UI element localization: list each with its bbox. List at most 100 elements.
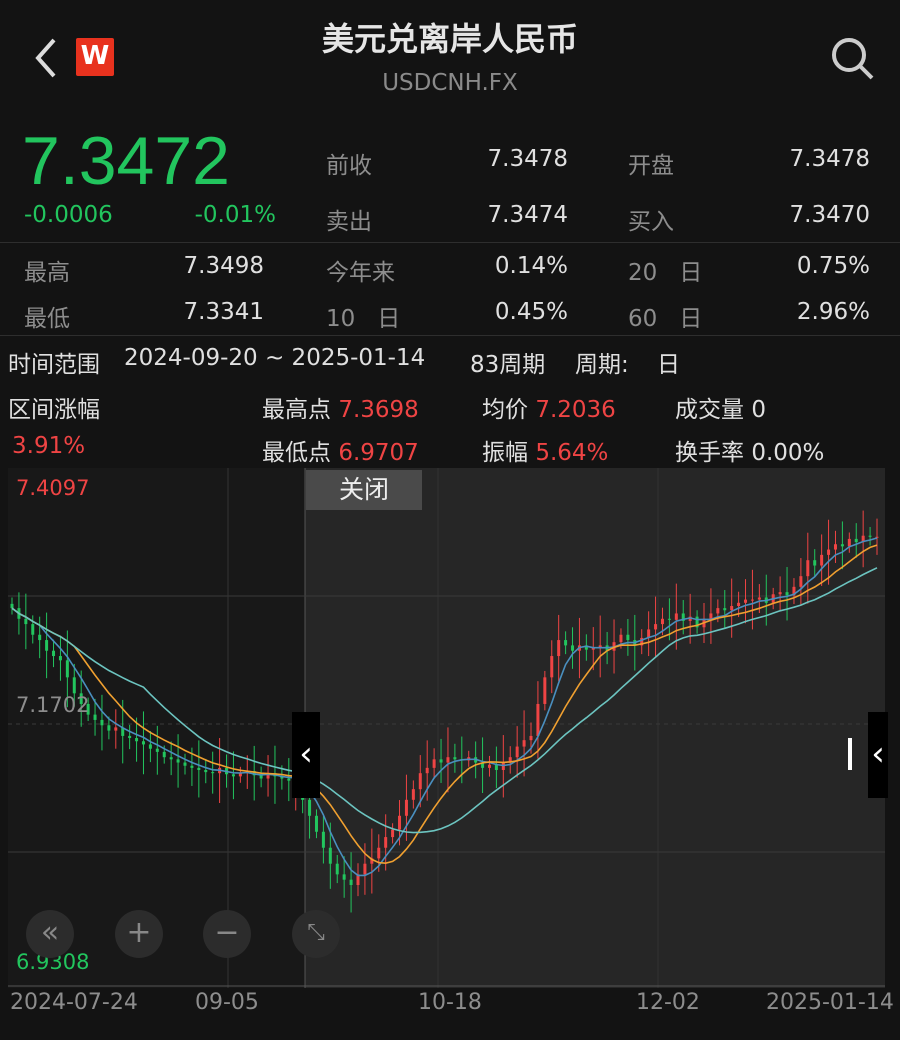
label-prev-close: 前收 xyxy=(326,153,372,179)
candle-body xyxy=(183,762,187,766)
candle-body xyxy=(100,719,104,726)
candle-body xyxy=(190,765,194,768)
candle-body xyxy=(785,592,789,596)
candle-body xyxy=(564,640,568,646)
candle-body xyxy=(114,727,118,731)
candle-body xyxy=(591,647,595,650)
candle-body xyxy=(398,815,402,830)
y-max-label: 7.4097 xyxy=(16,476,90,500)
volume-value: 0 xyxy=(751,397,766,423)
candle-body xyxy=(598,645,602,648)
candle-body xyxy=(155,748,159,752)
candle-body xyxy=(425,767,429,774)
amplitude-value: 5.64% xyxy=(535,440,609,466)
candle-body xyxy=(674,613,678,620)
stat-label: 最高 xyxy=(24,260,70,286)
ma20-line xyxy=(11,567,878,834)
candle-body xyxy=(24,618,28,625)
candle-body xyxy=(128,735,132,739)
candle-body xyxy=(391,829,395,838)
avg-value: 7.2036 xyxy=(535,397,616,423)
candle-body xyxy=(799,576,803,587)
candle-body xyxy=(695,616,699,628)
candle-body xyxy=(38,634,42,641)
candle-body xyxy=(31,624,35,635)
candle-body xyxy=(792,586,796,596)
label-open: 开盘 xyxy=(628,153,674,179)
candle-body xyxy=(384,837,388,848)
candle-body xyxy=(820,554,824,566)
candle-body xyxy=(349,879,353,886)
range-end-handle[interactable]: ‹ xyxy=(868,712,888,798)
fullscreen-icon[interactable]: ⤡ xyxy=(292,910,340,958)
candle-body xyxy=(744,599,748,603)
high-point-label: 最高点 xyxy=(262,397,331,423)
candle-body xyxy=(404,799,408,816)
stat-value: 0.75% xyxy=(796,253,870,279)
symbol: USDCNH.FX xyxy=(382,70,518,96)
x-tick-label: 09-05 xyxy=(195,990,259,1015)
candle-body xyxy=(681,613,685,621)
candle-body xyxy=(861,535,865,543)
candle-body xyxy=(757,597,761,600)
range-value[interactable]: 2024-09-20 ~ 2025-01-14 xyxy=(124,345,426,371)
low-point-value: 6.9707 xyxy=(338,440,419,466)
avg-label: 均价 xyxy=(482,397,528,423)
stat-value: 0.14% xyxy=(494,253,568,279)
divider xyxy=(0,335,900,336)
ma10-line xyxy=(11,544,878,865)
candle-body xyxy=(840,544,844,547)
stat-value: 7.3498 xyxy=(183,253,264,279)
candle-body xyxy=(640,637,644,646)
candle-body xyxy=(584,645,588,650)
candle-body xyxy=(522,740,526,747)
candle-body xyxy=(647,629,651,638)
candle-body xyxy=(356,874,360,886)
candle-body xyxy=(827,549,831,555)
candle-body xyxy=(363,863,367,875)
cursor-bar xyxy=(848,738,852,770)
search-icon[interactable] xyxy=(828,34,876,82)
candle-body xyxy=(72,677,76,694)
chevron-left-icon[interactable] xyxy=(28,36,68,80)
zoom-out-icon[interactable]: − xyxy=(203,910,251,958)
candle-body xyxy=(508,757,512,763)
high-point-value: 7.3698 xyxy=(338,397,419,423)
range-periods: 83周期 xyxy=(470,352,546,378)
candle-body xyxy=(543,677,547,704)
candle-body xyxy=(86,703,90,715)
candle-body xyxy=(93,714,97,720)
candle-body xyxy=(176,759,180,763)
candle-body xyxy=(432,759,436,768)
stat-label: 60 日 xyxy=(628,306,703,332)
candle-body xyxy=(709,613,713,619)
candle-body xyxy=(453,757,457,760)
candle-body xyxy=(487,764,491,768)
candle-body xyxy=(654,624,658,630)
range-label: 时间范围 xyxy=(8,352,100,378)
ma5-line xyxy=(11,537,878,877)
x-tick-label: 10-18 xyxy=(418,990,482,1015)
period-value[interactable]: 日 xyxy=(657,352,680,378)
price-change: -0.0006 xyxy=(24,202,113,228)
candle-body xyxy=(342,874,346,880)
candle-body xyxy=(162,751,166,758)
candle-body xyxy=(550,656,554,678)
candle-body xyxy=(723,608,727,611)
candle-body xyxy=(626,634,630,641)
candle-body xyxy=(439,759,443,763)
rewind-icon[interactable]: « xyxy=(26,910,74,958)
label-ask: 卖出 xyxy=(326,209,372,235)
candlestick-chart[interactable] xyxy=(8,468,885,988)
zoom-in-icon[interactable]: + xyxy=(115,910,163,958)
candle-body xyxy=(52,650,56,657)
candle-body xyxy=(135,738,139,742)
app-logo: W xyxy=(76,38,114,76)
candle-body xyxy=(266,773,270,779)
range-start-handle[interactable]: ‹ xyxy=(292,712,320,798)
close-range-button[interactable]: 关闭 xyxy=(306,470,422,510)
candle-body xyxy=(833,544,837,550)
candle-body xyxy=(875,536,879,538)
candle-body xyxy=(446,757,450,763)
candle-body xyxy=(813,560,817,566)
